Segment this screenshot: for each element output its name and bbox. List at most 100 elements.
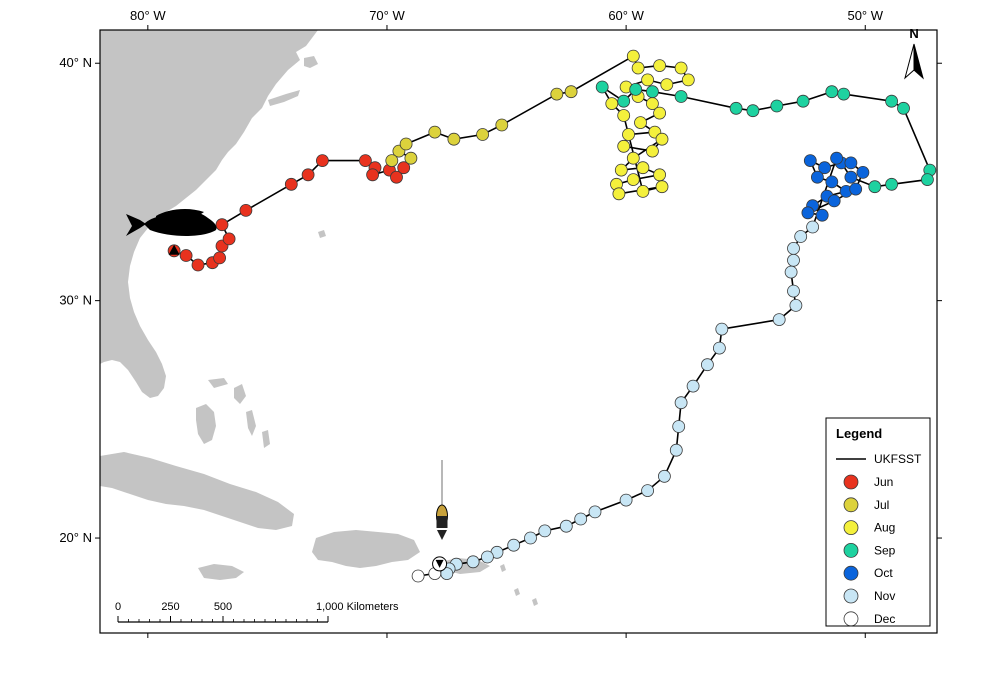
track-point-nov (772, 313, 786, 327)
track-point-aug (641, 73, 654, 87)
track-point-sep (617, 94, 631, 108)
track-point-sep (825, 85, 839, 99)
track-point-nov (672, 420, 686, 433)
north-arrow-label: N (909, 26, 918, 41)
scale-bar-label: 250 (161, 601, 179, 613)
track-point-aug (655, 132, 669, 146)
track-point-nov (715, 322, 729, 336)
track-point-sep (629, 83, 643, 96)
legend-swatch-nov (843, 588, 859, 604)
track-point-aug (653, 168, 666, 182)
track-point-sep (868, 180, 882, 194)
track-point-jul (550, 87, 564, 101)
track-point-sep (885, 177, 898, 191)
track-point-sep (885, 94, 898, 108)
track-point-oct (844, 156, 858, 170)
track-point-jul (564, 85, 578, 99)
cuba (100, 452, 294, 530)
scale-bar-label: 500 (214, 601, 232, 613)
track-point-aug (636, 161, 650, 175)
tag-popup-marker (432, 556, 448, 572)
satellite-tag-icon (436, 460, 448, 540)
track-point-jul (404, 151, 418, 165)
track-layer (167, 49, 937, 583)
legend-swatch-jul (843, 497, 859, 513)
track-point-jun (239, 203, 253, 217)
land-layer (100, 30, 538, 606)
track-point-jun (213, 251, 227, 265)
legend-label-aug: Aug (874, 521, 895, 535)
graticule-axes: 80° W 70° W 60° W 50° W 40° N 30° N 20° N (59, 8, 942, 638)
legend: Legend UKFSST Jun Jul Aug Sep Oct Nov Dec (825, 417, 931, 627)
grand-bahama (208, 378, 228, 388)
track-point-jul (428, 125, 442, 139)
track-point-oct (830, 151, 843, 165)
track-point-aug (653, 59, 666, 72)
track-point-jul (447, 132, 461, 146)
track-point-aug (636, 184, 650, 198)
track-point-nov (794, 230, 808, 243)
legend-box (825, 417, 931, 627)
track-point-sep (729, 101, 743, 115)
track-point-oct (827, 194, 841, 208)
track-point-jun (301, 168, 315, 182)
track-point-nov (524, 531, 537, 545)
track-point-nov (669, 443, 683, 457)
track-point-aug (612, 187, 626, 201)
track-point-oct (811, 170, 824, 184)
track-point-jun (222, 232, 236, 246)
track-points (167, 49, 937, 583)
abaco (234, 384, 246, 404)
track-point-sep (646, 85, 659, 99)
lat-tick-label: 30° N (59, 293, 92, 308)
legend-label-sep: Sep (874, 543, 896, 557)
track-point-dec (411, 569, 425, 583)
cat-island (262, 430, 270, 448)
legend-label-jul: Jul (874, 498, 889, 512)
long-island (268, 90, 300, 106)
andros-island (196, 404, 216, 444)
track-point-sep (837, 87, 851, 101)
track-point-jul (476, 128, 490, 141)
legend-label-nov: Nov (874, 589, 895, 603)
track-point-nov (806, 220, 819, 234)
legend-swatch-oct (843, 565, 859, 581)
track-point-oct (856, 165, 870, 179)
lon-tick-label: 80° W (130, 8, 166, 23)
track-point-oct (825, 175, 839, 189)
track-point-nov (787, 284, 800, 298)
track-point-oct (844, 170, 858, 184)
track-point-aug (655, 180, 669, 194)
north-arrow-icon: N (904, 26, 924, 80)
track-point-jun (179, 249, 193, 262)
lon-tick-label: 60° W (608, 8, 644, 23)
track-point-jun (397, 161, 411, 175)
track-point-jun (358, 154, 372, 168)
lon-tick-label: 70° W (369, 8, 405, 23)
lat-tick-label: 20° N (59, 530, 92, 545)
track-point-aug (626, 173, 640, 187)
cape-cod (304, 56, 318, 68)
track-point-nov (507, 538, 521, 552)
track-point-sep (674, 90, 688, 103)
eleuthera (246, 410, 256, 436)
hispaniola (312, 530, 420, 568)
track-point-sep (770, 99, 784, 113)
track-point-aug (617, 109, 631, 122)
legend-label-dec: Dec (874, 612, 895, 626)
legend-swatch-dec (843, 611, 859, 627)
track-point-oct (818, 161, 831, 175)
track-point-jul (385, 154, 399, 168)
track-point-oct (815, 208, 829, 222)
legend-month-items: Jun Jul Aug Sep Oct Nov Dec (843, 474, 896, 627)
track-point-oct (803, 154, 817, 168)
track-point-jun (215, 218, 229, 232)
track-point-aug (634, 116, 647, 129)
lesser-antilles (500, 564, 538, 606)
track-point-sep (796, 94, 810, 108)
legend-swatch-jun (843, 474, 859, 490)
track-point-jun (366, 168, 380, 182)
track-point-nov (538, 524, 552, 538)
track-point-aug (631, 61, 645, 75)
